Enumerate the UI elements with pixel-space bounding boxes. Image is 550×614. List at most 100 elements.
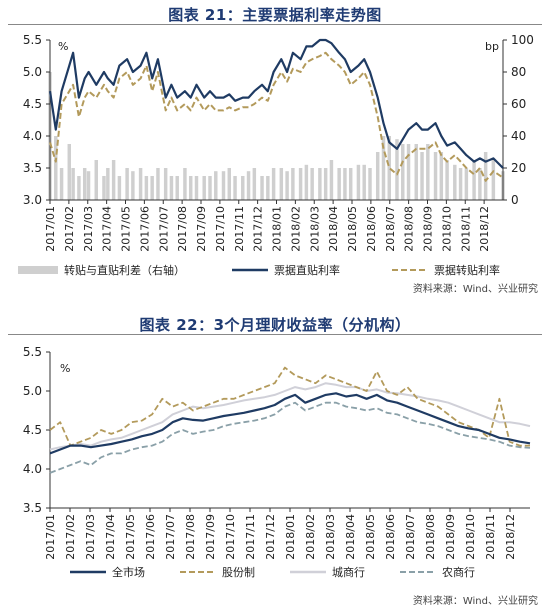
chart2-source: 资料来源：Wind、兴业研究: [412, 596, 538, 607]
left-unit: %: [60, 362, 70, 375]
chart2-title: 图表 22：3个月理财收益率（分机构）: [139, 316, 411, 334]
spread-bar: [395, 139, 399, 200]
spread-bar: [94, 160, 98, 200]
spread-bar: [208, 176, 212, 200]
spread-bar: [414, 144, 418, 200]
x-tick-label: 2017/10: [224, 514, 237, 560]
series-line-transfer: [49, 51, 504, 182]
x-tick-label: 2017/02: [64, 514, 77, 560]
chart2-svg: 5.5 5.0 4.5 4.0 3.5% 2017/01 2017/02 2017/03 201…: [23, 345, 531, 579]
spread-bar: [478, 168, 482, 200]
x-tick-label: 2017/12: [264, 514, 277, 560]
x-tick-label: 2018/08: [424, 514, 437, 560]
spread-bar: [54, 136, 58, 200]
spread-bar: [131, 171, 135, 200]
x-tick-label: 2017/03: [84, 514, 97, 560]
spread-bar: [117, 176, 122, 200]
x-tick-label: 2017/06: [138, 206, 151, 252]
chart1-svg: 5.5 5.0 4.5 4.0 3.5 3.0 100 80 60 40 20 0% bp 2017/01…: [18, 33, 534, 277]
x-tick-label: 2017/08: [184, 514, 197, 560]
spread-bar: [453, 164, 457, 200]
y-tick-label: 5.0: [23, 65, 42, 79]
x-tick-label: 2017/11: [233, 206, 246, 252]
spread-bar: [285, 171, 289, 200]
x-tick-label: 2017/01: [44, 206, 57, 252]
x-tick-label: 2017/08: [176, 206, 189, 252]
series-line-direct: [48, 38, 504, 169]
spread-bar: [188, 176, 193, 200]
x-tick-label: 2017/07: [157, 206, 170, 252]
x-tick-label: 2018/04: [344, 514, 357, 560]
spread-bar: [426, 144, 430, 200]
spread-bar: [125, 168, 129, 200]
spread-bar: [381, 136, 386, 200]
x-tick-label: 2017/01: [44, 514, 57, 560]
x-tick-label: 2017/10: [214, 206, 227, 252]
y-tick-label: 4.0: [23, 462, 42, 476]
x-tick-label: 2018/03: [324, 514, 337, 560]
spread-bar: [337, 168, 341, 200]
series-line-city: [49, 382, 531, 451]
spread-bar: [86, 171, 91, 200]
spread-bar: [323, 168, 328, 200]
x-tick-label: 2018/03: [308, 206, 321, 252]
x-tick-label: 2017/12: [252, 206, 265, 252]
spread-bar: [279, 168, 284, 200]
spread-bar: [252, 168, 257, 200]
legend-label-city: 城商行: [332, 565, 365, 579]
spread-bar: [329, 160, 334, 200]
y2-tick-label: 20: [511, 161, 526, 175]
spread-bar: [318, 168, 322, 200]
legend-label-rural: 农商行: [442, 565, 475, 579]
x-tick-label: 2017/09: [204, 514, 217, 560]
y2-tick-label: 0: [511, 193, 519, 207]
spread-bar: [483, 152, 488, 200]
x-tick-label: 2018/01: [284, 514, 297, 560]
spread-bar: [310, 168, 314, 200]
spread-bar: [348, 168, 353, 200]
spread-bar: [150, 176, 154, 200]
spread-bar: [102, 176, 106, 200]
x-tick-label: 2018/11: [484, 514, 497, 560]
x-tick-label: 2018/10: [464, 514, 477, 560]
y-tick-label: 3.0: [23, 193, 42, 207]
x-tick-label: 2018/09: [422, 206, 435, 252]
title-rule-2: [8, 334, 542, 335]
x-tick-label: 2017/07: [164, 514, 177, 560]
spread-bar: [67, 144, 72, 200]
chart1-title: 图表 21：主要票据利率走势图: [168, 6, 382, 24]
title-rule-1: [8, 24, 542, 25]
spread-bar: [227, 168, 232, 200]
spread-bar: [183, 168, 187, 200]
y-tick-label: 3.5: [23, 161, 42, 175]
x-tick-label: 2018/11: [459, 206, 472, 252]
spread-bar: [241, 176, 245, 200]
spread-bar: [439, 152, 444, 200]
spread-bar: [175, 176, 179, 200]
x-tick-label: 2017/11: [244, 514, 257, 560]
x-tick-label: 2017/03: [82, 206, 95, 252]
spread-bar: [169, 176, 174, 200]
spread-bar: [401, 144, 405, 200]
x-tick-label: 2017/02: [63, 206, 76, 252]
x-tick-label: 2017/04: [101, 206, 114, 252]
spread-bar: [458, 168, 463, 200]
x-tick-label: 2018/02: [304, 514, 317, 560]
spread-bar: [163, 168, 168, 200]
x-tick-label: 2018/06: [384, 514, 397, 560]
series-line-joint: [49, 366, 530, 447]
spread-bar: [138, 168, 143, 200]
y2-tick-label: 100: [511, 33, 534, 47]
spread-bar: [266, 176, 270, 200]
spread-bar: [375, 152, 380, 200]
spread-bar: [233, 176, 237, 200]
spread-bar: [387, 136, 391, 200]
series-line-rural: [49, 401, 531, 474]
x-tick-label: 2018/07: [404, 514, 417, 560]
chart1-source: 资料来源：Wind、兴业研究: [412, 284, 538, 295]
spread-bar: [246, 171, 251, 200]
spread-bar: [445, 160, 449, 200]
spread-bar: [271, 168, 276, 200]
x-tick-label: 2018/06: [365, 206, 378, 252]
x-tick-label: 2017/05: [120, 206, 133, 252]
